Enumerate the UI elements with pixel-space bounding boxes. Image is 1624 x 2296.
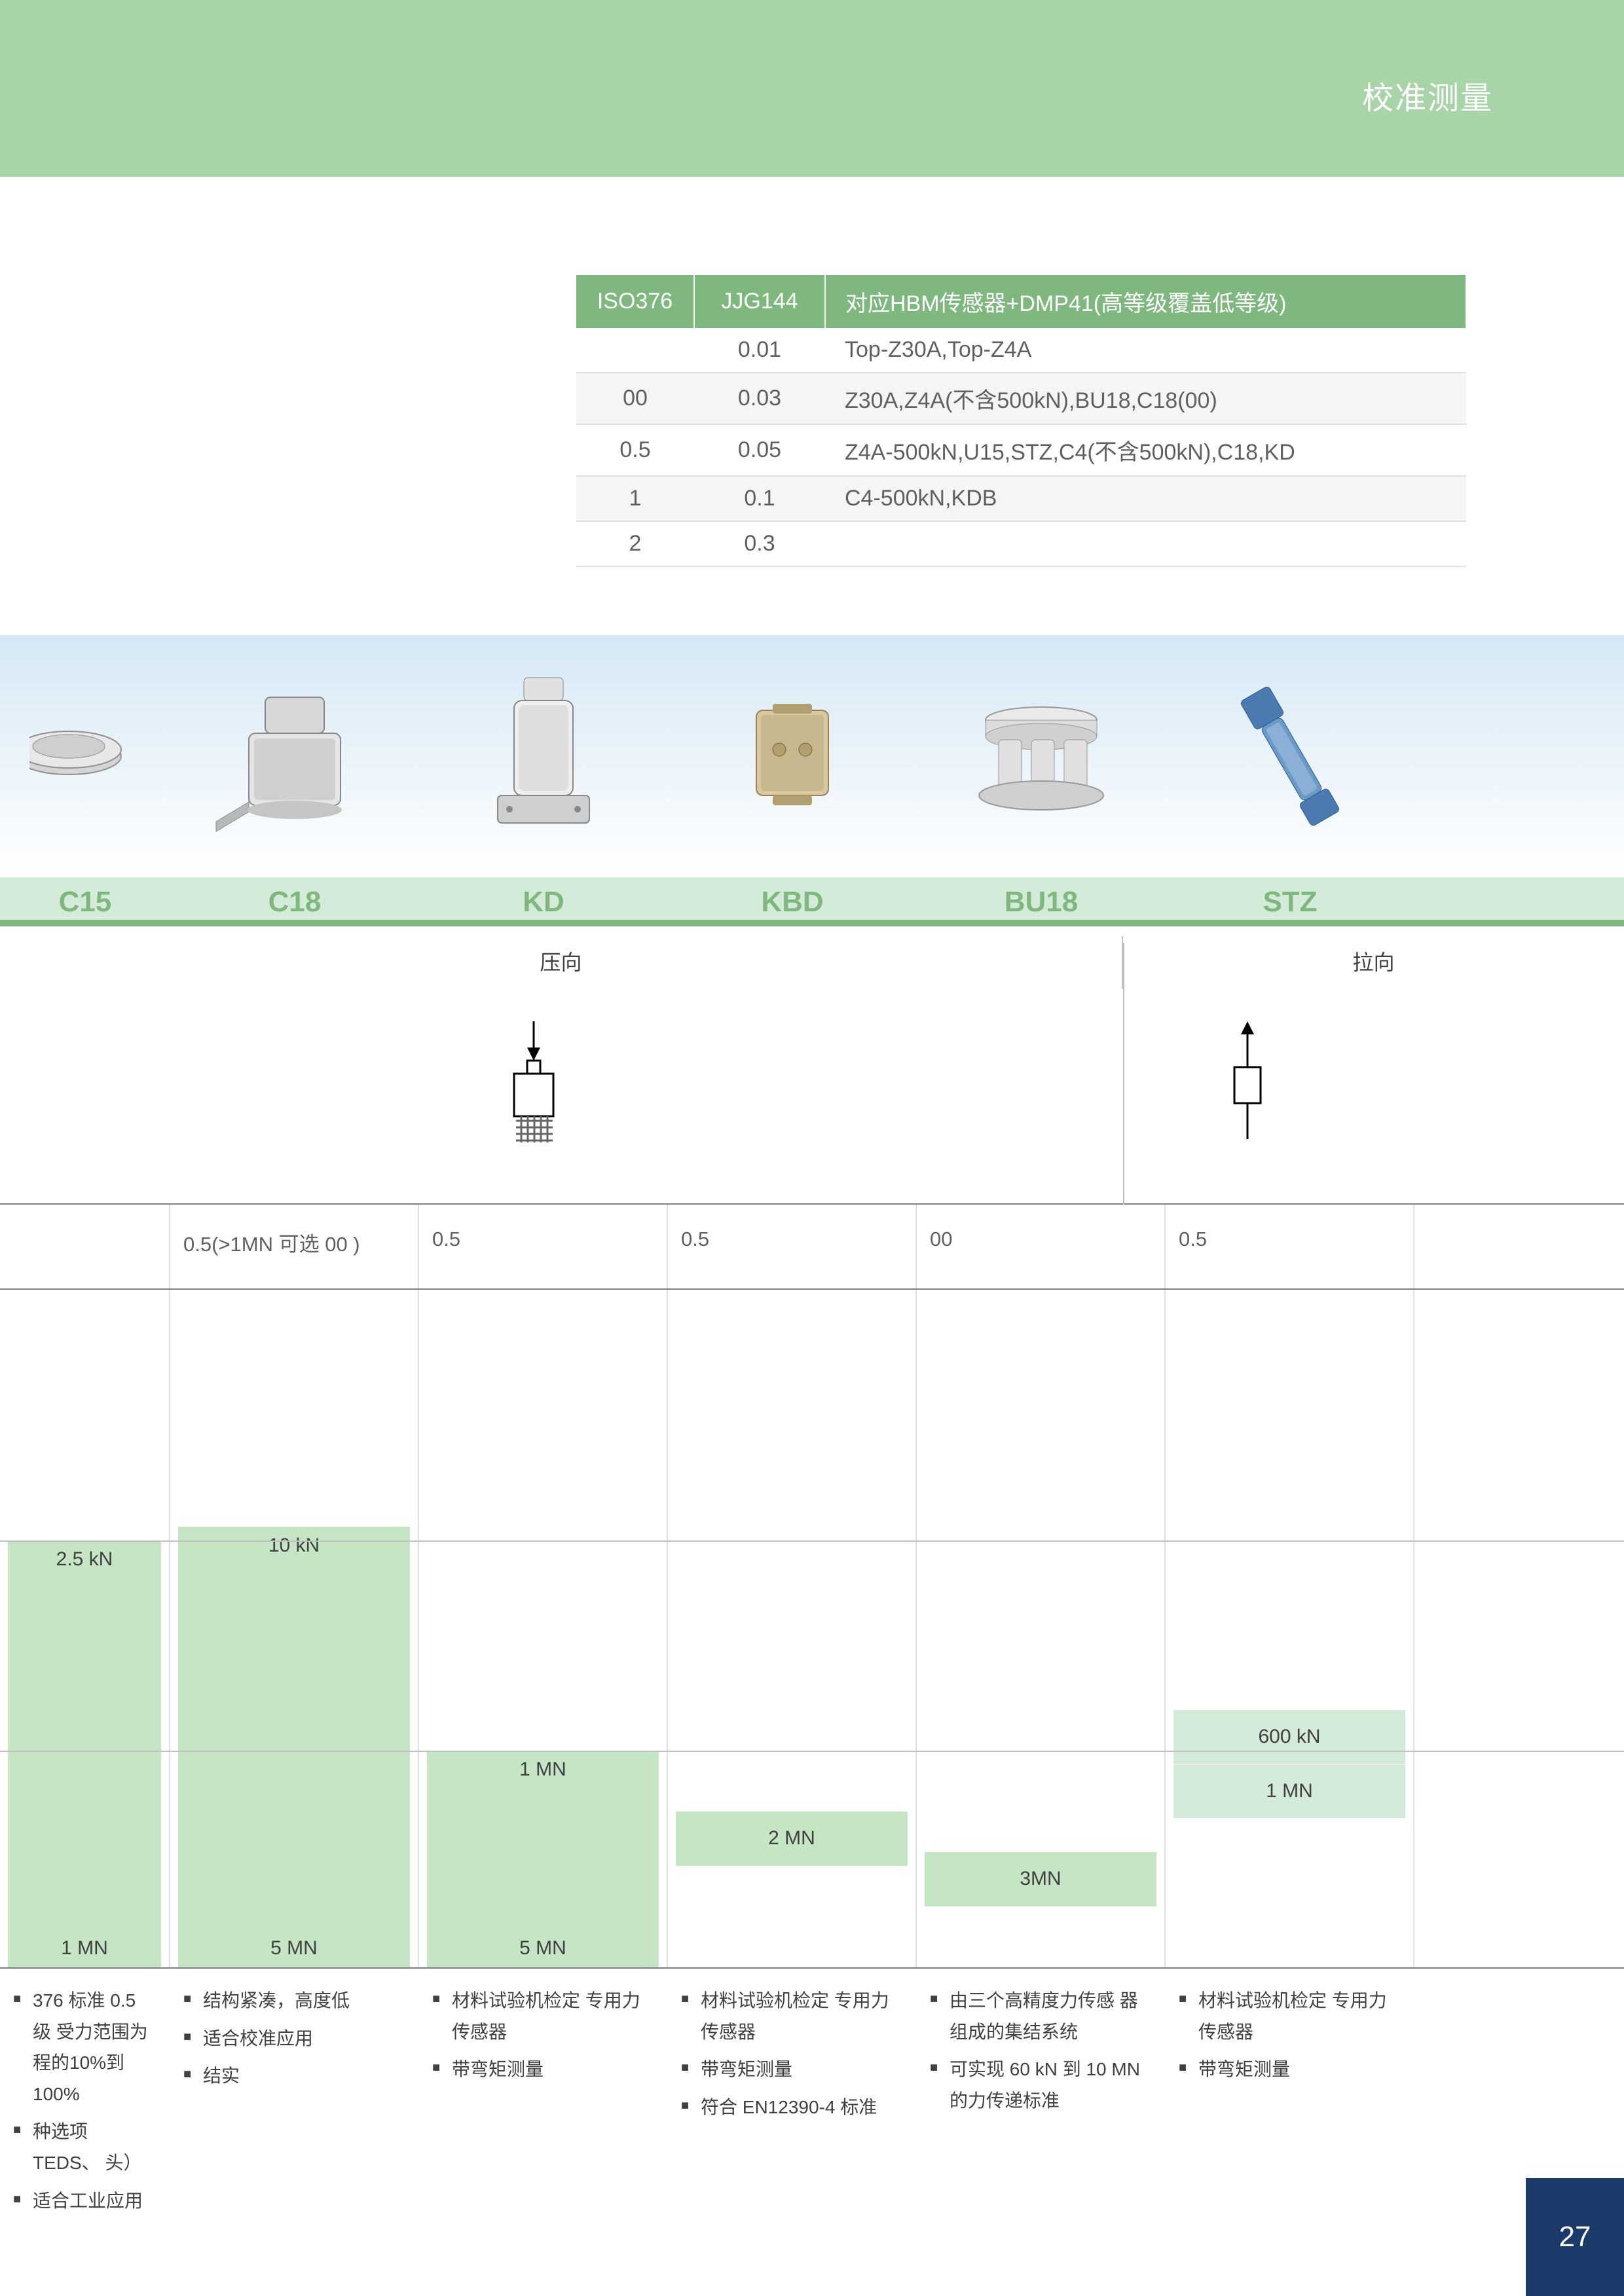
feature-item: 结构紧凑，高度低 (183, 1985, 406, 2016)
range-bar: 1 MN (8, 1751, 161, 1967)
feature-item: 适合校准应用 (183, 2023, 406, 2054)
feature-item: 适合工业应用 (13, 2185, 157, 2217)
product-image-bu18 (917, 642, 1166, 871)
label-c15: C15 (0, 877, 170, 926)
label-kbd: KBD (668, 877, 917, 926)
acc-stz: 0.5 (1166, 1205, 1414, 1288)
cell: Z4A-500kN,U15,STZ,C4(不含500kN),C18,KD (825, 424, 1466, 476)
pull-icon (1218, 1021, 1277, 1165)
accuracy-row: 0.5(>1MN 可选 00 ) 0.5 0.5 00 0.5 (0, 1205, 1624, 1290)
range-bar: 1 MN5 MN (427, 1751, 659, 1967)
acc-empty (1414, 1205, 1624, 1288)
col-kd: 1 MN5 MN (419, 1290, 668, 1967)
th-iso: ISO376 (576, 275, 694, 328)
acc-c18: 0.5(>1MN 可选 00 ) (170, 1205, 419, 1288)
range-bar: 2.5 kN (8, 1540, 161, 1751)
feat-bu18: 由三个高精度力传感 器组成的集结系统可实现 60 kN 到 10 MN 的力传递… (917, 1969, 1166, 2239)
th-jjg: JJG144 (694, 275, 825, 328)
page-title: 校准测量 (1362, 72, 1493, 118)
cell: 1 (576, 476, 694, 521)
th-desc: 对应HBM传感器+DMP41(高等级覆盖低等级) (825, 275, 1466, 328)
col-c15: 2.5 kN1 MN (0, 1290, 170, 1967)
feat-kd: 材料试验机检定 专用力传感器带弯矩测量 (419, 1969, 668, 2239)
page-number: 27 (1526, 2178, 1624, 2296)
feature-item: 材料试验机检定 专用力传感器 (1179, 1985, 1401, 2047)
acc-kd: 0.5 (419, 1205, 668, 1288)
direction-press: 压向 (0, 936, 1123, 989)
range-bar: 2 MN (676, 1812, 908, 1866)
range-bar: 3MN (925, 1852, 1156, 1906)
range-bar: 600 kN (1173, 1710, 1405, 1764)
label-bu18: BU18 (917, 877, 1166, 926)
cell: 0.5 (576, 424, 694, 476)
acc-c15 (0, 1205, 170, 1288)
cell: 0.3 (694, 521, 825, 566)
product-image-empty (1414, 642, 1624, 871)
product-image-stz (1166, 642, 1414, 871)
features-row: 376 标准 0.5 级 受力范围为 程的10%到100% 种选项 TEDS、 头… (0, 1967, 1624, 2239)
feature-item: 材料试验机检定 专用力传感器 (432, 1985, 655, 2047)
feature-item: 种选项 TEDS、 头） (13, 2116, 157, 2178)
col-stz: 600 kN1 MN (1166, 1290, 1414, 1967)
feature-item: 带弯矩测量 (432, 2054, 655, 2085)
cell: 0.05 (694, 424, 825, 476)
product-image-kbd (668, 642, 917, 871)
cell: 0.03 (694, 373, 825, 424)
feature-item: 结实 (183, 2060, 406, 2092)
product-image-c15 (0, 642, 170, 871)
label-c18: C18 (170, 877, 419, 926)
col-kbd: 2 MN (668, 1290, 917, 1967)
feature-item: 可实现 60 kN 到 10 MN 的力传递标准 (930, 2054, 1153, 2116)
cell: Top-Z30A,Top-Z4A (825, 328, 1466, 373)
range-chart: 2.5 kN1 MN 10 kN5 MN 1 MN5 MN 2 MN 3MN 6… (0, 1290, 1624, 1967)
cell: C4-500kN,KDB (825, 476, 1466, 521)
feat-kbd: 材料试验机检定 专用力传感器带弯矩测量符合 EN12390-4 标准 (668, 1969, 917, 2239)
col-bu18: 3MN (917, 1290, 1166, 1967)
feat-c15: 376 标准 0.5 级 受力范围为 程的10%到100% 种选项 TEDS、 头… (0, 1969, 170, 2239)
product-image-row (0, 642, 1624, 871)
cell: 00 (576, 373, 694, 424)
range-bar: 10 kN5 MN (178, 1527, 410, 1967)
label-kd: KD (419, 877, 668, 926)
feat-stz: 材料试验机检定 专用力传感器带弯矩测量 (1166, 1969, 1414, 2239)
feature-item: 符合 EN12390-4 标准 (681, 2092, 904, 2123)
cell: 2 (576, 521, 694, 566)
label-empty (1414, 877, 1624, 926)
feature-item: 376 标准 0.5 级 受力范围为 程的10%到100% (13, 1985, 157, 2109)
acc-kbd: 0.5 (668, 1205, 917, 1288)
direction-row: 压向 拉向 (0, 936, 1624, 989)
direction-pull: 拉向 (1123, 936, 1624, 989)
direction-diagrams (0, 995, 1624, 1205)
cell: 0.01 (694, 328, 825, 373)
feature-item: 由三个高精度力传感 器组成的集结系统 (930, 1985, 1153, 2047)
product-image-kd (419, 642, 668, 871)
product-label-band: C15 C18 KD KBD BU18 STZ (0, 877, 1624, 926)
cell: Z30A,Z4A(不含500kN),BU18,C18(00) (825, 373, 1466, 424)
feature-item: 材料试验机检定 专用力传感器 (681, 1985, 904, 2047)
col-empty (1414, 1290, 1624, 1967)
cell: 0.1 (694, 476, 825, 521)
cell (825, 521, 1466, 566)
col-c18: 10 kN5 MN (170, 1290, 419, 1967)
press-icon (498, 1021, 570, 1165)
cell (576, 328, 694, 373)
feature-item: 带弯矩测量 (681, 2054, 904, 2085)
standards-table: ISO376 JJG144 对应HBM传感器+DMP41(高等级覆盖低等级) 0… (576, 275, 1467, 567)
feature-item: 带弯矩测量 (1179, 2054, 1401, 2085)
feat-c18: 结构紧凑，高度低适合校准应用结实 (170, 1969, 419, 2239)
label-stz: STZ (1166, 877, 1414, 926)
range-bar: 1 MN (1173, 1764, 1405, 1819)
acc-bu18: 00 (917, 1205, 1166, 1288)
product-image-c18 (170, 642, 419, 871)
